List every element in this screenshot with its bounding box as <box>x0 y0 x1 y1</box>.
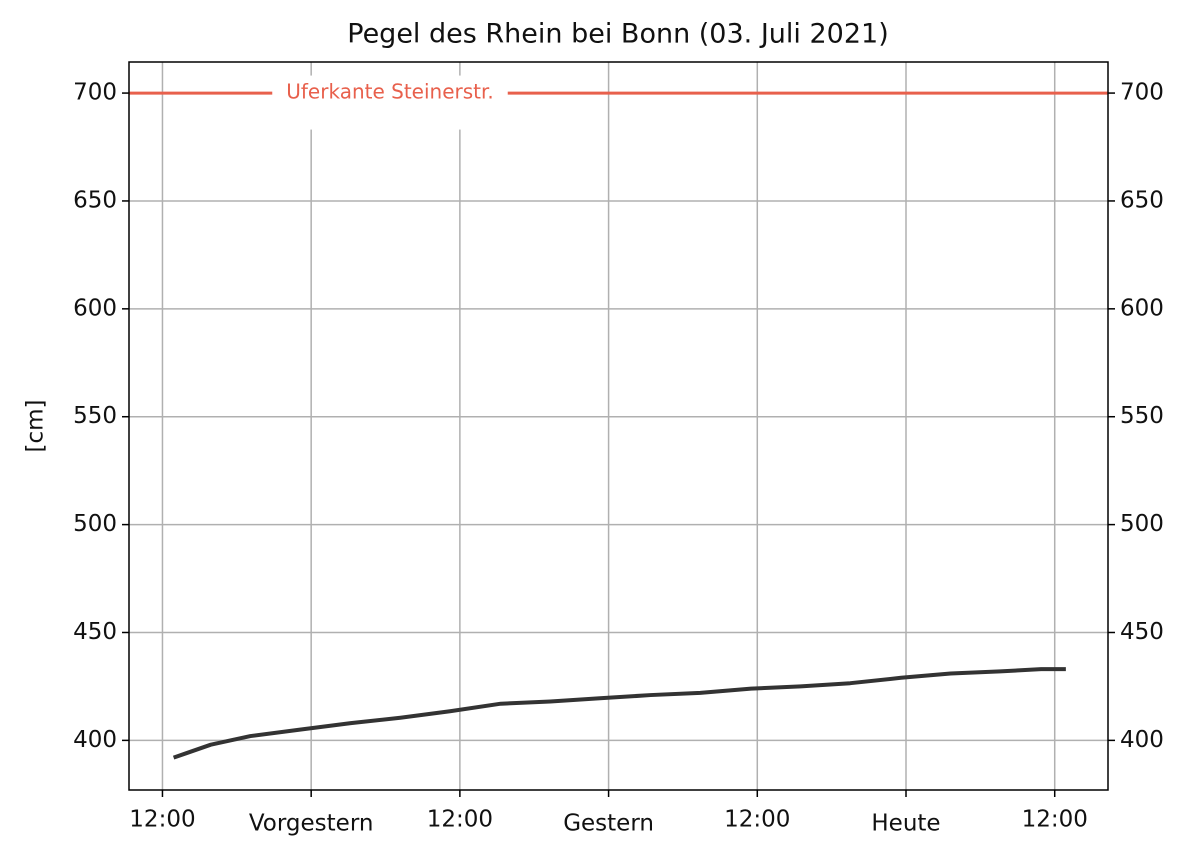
y-tick-label: 450 <box>73 619 117 645</box>
x-tick-label: 12:00 <box>724 807 790 833</box>
plot-frame <box>128 61 1109 791</box>
y2-tick-label: 400 <box>1120 727 1164 753</box>
reference-label: Uferkante Steinerstr. <box>286 80 493 104</box>
x-tick-label: Gestern <box>563 811 654 837</box>
x-tick-label: 12:00 <box>1022 807 1088 833</box>
data-line <box>172 667 1066 760</box>
y2-tick-label: 700 <box>1120 80 1164 106</box>
y-tick-label: 650 <box>73 187 117 213</box>
x-tick-label: Heute <box>871 811 940 837</box>
y2-tick-label: 650 <box>1120 187 1164 213</box>
plot: Uferkante Steinerstr. <box>129 75 1108 760</box>
y-tick-label: 550 <box>73 403 117 429</box>
y-tick-label: 600 <box>73 295 117 321</box>
x-tick-label: Vorgestern <box>249 811 374 837</box>
y2-tick-label: 500 <box>1120 511 1164 537</box>
x-tick-label: 12:00 <box>427 807 493 833</box>
y-tick-label: 700 <box>73 80 117 106</box>
chart-title: Pegel des Rhein bei Bonn (03. Juli 2021) <box>347 19 889 50</box>
x-tick-label: 12:00 <box>129 807 195 833</box>
y2-tick-label: 600 <box>1120 295 1164 321</box>
y2-tick-label: 550 <box>1120 403 1164 429</box>
y-tick-label: 500 <box>73 511 117 537</box>
reference-label-bg <box>272 75 508 130</box>
y-tick-label: 400 <box>73 727 117 753</box>
y-axis-label: [cm] <box>23 400 49 453</box>
y2-tick-label: 450 <box>1120 619 1164 645</box>
